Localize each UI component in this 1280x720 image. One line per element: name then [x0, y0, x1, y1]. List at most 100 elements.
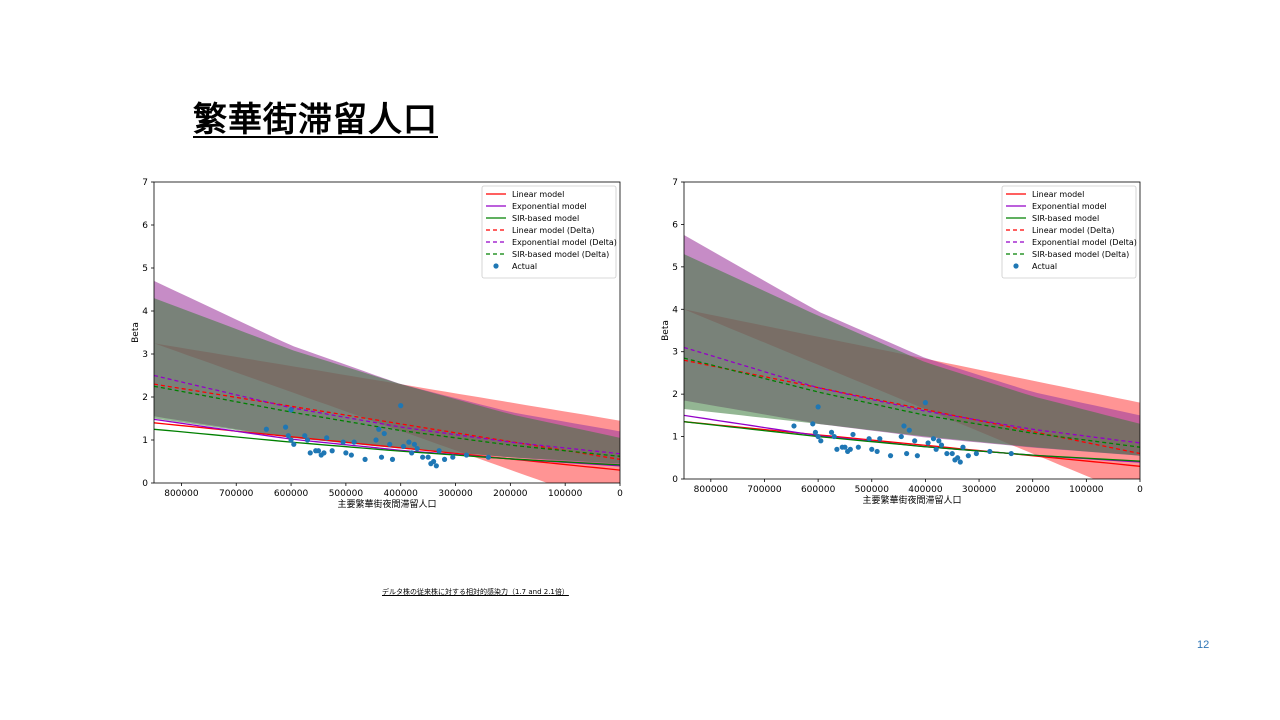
- right-actual-point: [866, 436, 872, 442]
- left-actual-point: [450, 454, 456, 460]
- right-y-tick-label: 7: [672, 178, 678, 188]
- right-x-axis-label: 主要繁華街夜間滞留人口: [862, 494, 961, 506]
- left-legend-label: Linear model: [512, 190, 564, 199]
- left-y-axis-label: Beta: [131, 322, 141, 343]
- left-actual-point: [282, 424, 289, 430]
- right-actual-point: [901, 423, 907, 429]
- right-actual-point: [912, 438, 918, 444]
- left-y-tick-label: 2: [142, 393, 148, 403]
- left-actual-point: [285, 433, 291, 439]
- right-x-tick-label: 300000: [962, 485, 997, 495]
- right-line-sir-based-model-delta: [684, 357, 1140, 448]
- slide-title: 繁華街滞留人口: [193, 100, 438, 140]
- left-legend: Linear model Exponential model SIR-based m…: [481, 185, 617, 279]
- left-y-tick-label: 4: [142, 307, 148, 317]
- left-legend-marker-actual: [493, 263, 499, 269]
- left-x-axis-label: 主要繁華街夜間滞留人口: [337, 498, 436, 510]
- left-actual-point: [433, 463, 439, 469]
- right-actual-point: [930, 436, 937, 442]
- right-actual-point: [904, 450, 910, 457]
- left-actual-point: [441, 456, 448, 462]
- left-legend-box: [481, 185, 617, 279]
- left-legend-label: Linear model (Delta): [512, 226, 594, 235]
- left-band-sir-based-model-delta: [154, 298, 620, 464]
- left-actual-point: [381, 430, 387, 437]
- left-legend-label: Actual: [512, 262, 537, 271]
- left-x-tick-label: 0: [617, 489, 623, 499]
- right-y-tick-label: 6: [672, 220, 678, 230]
- right-x-tick-label: 200000: [1016, 485, 1051, 495]
- right-plot-area: [684, 235, 1140, 479]
- left-actual-point: [398, 403, 404, 409]
- left-x-tick-label: 600000: [274, 489, 309, 499]
- right-y-tick-label: 3: [672, 348, 678, 358]
- left-line-exponential-model-delta: [154, 374, 620, 455]
- right-legend-label: Exponential model: [1032, 202, 1107, 211]
- right-actual-point: [818, 438, 824, 444]
- right-x-tick-label: 500000: [855, 485, 890, 495]
- left-actual-point: [362, 456, 368, 462]
- right-legend-label: Actual: [1032, 262, 1057, 271]
- right-legend-label: SIR-based model (Delta): [1032, 250, 1129, 259]
- left-actual-point: [414, 446, 420, 452]
- left-actual-point: [420, 454, 426, 460]
- right-y-tick-label: 5: [672, 263, 678, 273]
- right-x-tick-label: 800000: [694, 485, 729, 495]
- left-actual-point: [324, 435, 330, 441]
- left-actual-point: [321, 450, 327, 456]
- right-actual-point: [957, 459, 963, 465]
- right-legend-label: SIR-based model: [1032, 214, 1099, 223]
- right-y-tick-label: 4: [672, 305, 678, 315]
- right-legend: Linear model Exponential model SIR-based m…: [1001, 185, 1137, 279]
- left-actual-point: [389, 456, 396, 462]
- left-y-tick-label: 5: [142, 264, 148, 274]
- chart-right-svg: 0 1 2 3 4 5 6 7 800000 700000 600000 500000 400000 30…: [661, 178, 1143, 506]
- left-y-tick-label: 0: [142, 479, 148, 489]
- right-y-tick-label: 2: [672, 390, 678, 400]
- left-y-tick-label: 6: [142, 221, 148, 231]
- left-actual-point: [378, 454, 385, 460]
- right-actual-point: [834, 446, 840, 452]
- chart-left: 0 1 2 3 4 5 6 7 800000 700000 600000 500000 400000 30…: [128, 172, 628, 512]
- page-number: 12: [1197, 639, 1210, 651]
- right-x-tick-label: 0: [1137, 485, 1143, 495]
- left-legend-label: SIR-based model (Delta): [512, 250, 609, 259]
- right-actual-point: [847, 446, 853, 452]
- left-actual-point: [291, 441, 297, 447]
- right-y-axis-label: Beta: [661, 320, 671, 341]
- right-actual-point: [949, 450, 955, 457]
- left-line-linear-model-delta: [154, 383, 620, 461]
- left-actual-point: [387, 441, 393, 447]
- right-actual-point: [815, 433, 821, 440]
- left-plot-area: [154, 280, 620, 483]
- left-actual-point: [406, 439, 412, 445]
- right-x-tick-label: 700000: [747, 485, 782, 495]
- left-actual-point: [340, 439, 346, 445]
- right-actual-point: [887, 453, 894, 459]
- right-actual-point: [938, 442, 945, 448]
- left-actual-point: [329, 448, 335, 454]
- right-line-linear-model: [684, 421, 1140, 467]
- right-actual-point: [810, 421, 816, 427]
- left-actual-point: [425, 454, 431, 460]
- left-y-tick-label: 7: [142, 178, 148, 188]
- chart-right: 0 1 2 3 4 5 6 7 800000 700000 600000 500000 400000 30…: [658, 172, 1148, 507]
- right-legend-label: Linear model: [1032, 190, 1084, 199]
- left-y-tick-label: 3: [142, 350, 148, 360]
- right-actual-point: [944, 450, 950, 457]
- left-actual-point: [348, 452, 354, 458]
- right-x-tick-label: 100000: [1069, 485, 1104, 495]
- right-actual-point: [987, 448, 993, 455]
- left-y-tick-label: 1: [142, 436, 148, 446]
- right-actual-point: [869, 446, 875, 452]
- left-actual-point: [288, 437, 294, 443]
- right-x-tick-label: 600000: [801, 485, 836, 495]
- right-line-linear-model-delta: [684, 359, 1140, 455]
- right-actual-point: [898, 433, 904, 440]
- right-actual-point: [955, 455, 961, 461]
- right-actual-point: [812, 429, 819, 435]
- right-y-tick-label: 0: [672, 475, 678, 485]
- left-actual-point: [302, 433, 308, 439]
- right-actual-point: [828, 429, 835, 435]
- left-actual-point: [436, 448, 442, 454]
